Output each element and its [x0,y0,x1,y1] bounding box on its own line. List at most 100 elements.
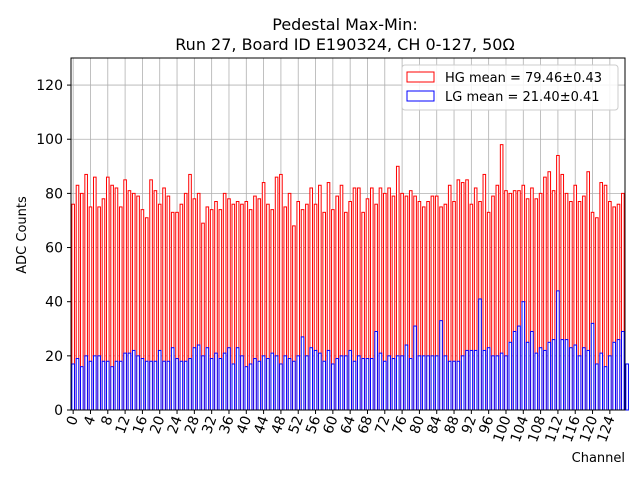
y-tick-label: 80 [45,186,63,202]
lg-bar [417,355,422,411]
lg-bar [227,347,231,411]
lg-bar [560,339,565,411]
lg-bar [486,347,491,411]
lg-bar [183,360,188,411]
legend-label-lg: LG mean = 21.40±0.41 [445,90,600,105]
lg-bar [344,355,348,411]
lg-bar [586,349,591,411]
lg-bar [590,322,595,411]
x-tick-label: 36 [217,414,238,436]
x-tick-label: 52 [286,414,307,436]
lg-bar [599,352,603,411]
x-tick-label: 76 [390,414,411,436]
x-tick-label: 92 [459,414,480,436]
lg-bar [517,325,521,411]
lg-bar [595,363,599,411]
lg-bar [261,355,266,411]
lg-bar [339,355,344,411]
lg-bar [577,355,582,411]
lg-bar [318,352,322,411]
y-tick-label: 100 [36,132,63,148]
lg-bar [118,360,123,411]
lg-bar [105,360,110,411]
lg-bar [521,301,526,411]
chart-title: Pedestal Max-Min: [272,15,418,34]
y-axis-label: ADC Counts [15,196,30,274]
lg-bar [313,349,318,411]
lg-bar [512,330,517,411]
lg-bar [188,358,192,411]
lg-bar [408,358,413,411]
lg-bar [196,344,201,411]
lg-bar [495,355,500,411]
lg-bar [80,366,84,411]
x-tick-label: 60 [320,414,341,436]
lg-bar [309,347,314,411]
lg-bar [240,355,244,411]
x-tick-label: 44 [251,414,272,436]
lg-bar [482,349,487,411]
lg-bar [170,347,175,411]
x-tick-label: 96 [476,414,497,436]
lg-bar [378,352,383,411]
lg-bar [88,360,93,411]
lg-bar [244,366,249,411]
lg-bar [443,355,448,411]
lg-bar [473,349,478,411]
lg-bar [395,355,400,411]
lg-bar [612,341,616,411]
lg-bar [192,347,197,411]
y-tick-label: 60 [45,241,63,257]
lg-bar [625,363,629,411]
lg-bar [248,363,253,411]
lg-bar [370,358,374,411]
lg-bar [460,355,465,411]
lg-bar [404,344,409,411]
lg-bar [144,360,149,411]
lg-bar [84,355,88,411]
lg-bar [361,358,365,411]
x-tick-label: 32 [199,414,220,436]
lg-bar [452,360,456,411]
lg-bar [326,349,331,411]
lg-bar [543,349,547,411]
lg-bar [300,336,305,411]
lg-bar [534,352,539,411]
lg-bar [525,341,530,411]
x-tick-label: 16 [130,414,151,436]
x-tick-label: 64 [338,414,359,436]
x-tick-label: 48 [269,414,290,436]
lg-bar [283,355,288,411]
lg-bar [556,290,560,411]
x-tick-label: 28 [182,414,203,436]
x-tick-label: 20 [147,414,168,436]
lg-bar [508,341,513,411]
lg-bar [97,355,101,411]
bar-marks [71,144,629,411]
lg-bar [538,347,543,411]
lg-bar [257,360,262,411]
lg-bar [110,366,114,411]
x-tick-label: 40 [234,414,255,436]
lg-bar [447,360,452,411]
lg-bar [382,360,387,411]
lg-bar [131,349,136,411]
lg-bar [209,358,214,411]
lg-bar [547,341,552,411]
y-tick-label: 0 [54,403,63,419]
lg-bar [93,355,97,411]
lg-bar [153,360,158,411]
lg-bar [287,358,292,411]
lg-bar [140,358,145,411]
x-tick-label: 72 [372,414,393,436]
lg-bar [166,360,171,411]
lg-bar [75,358,80,411]
lg-bar [413,325,417,411]
lg-bar [270,352,275,411]
x-axis-label: Channel [572,451,625,466]
lg-bar [621,330,625,411]
legend-swatch-lg [406,90,435,102]
legend-swatch-hg [406,71,435,83]
lg-bar [179,360,184,411]
